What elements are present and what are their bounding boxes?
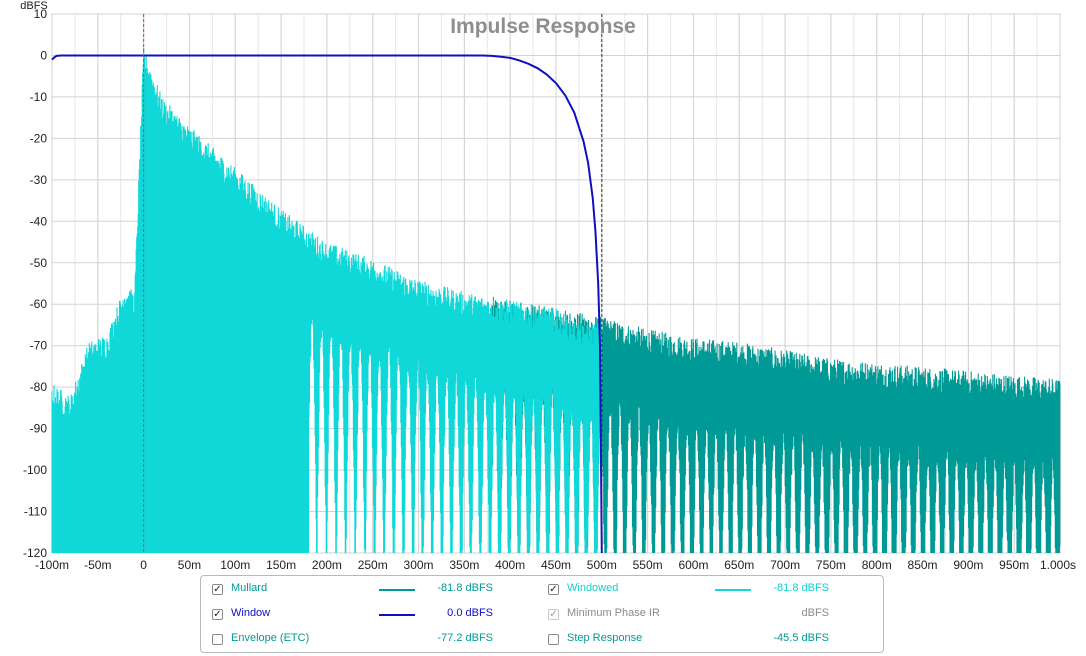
legend-value-step-response: -45.5 dBFS: [773, 632, 829, 644]
x-tick-label: 1.000s: [1040, 558, 1076, 572]
y-tick-label: -80: [30, 380, 48, 394]
legend-panel: ✓ Mullard -81.8 dBFS ✓ Window 0.0 dBFS E…: [200, 575, 884, 653]
legend-value-window: 0.0 dBFS: [447, 607, 493, 619]
y-tick-label: -100: [23, 463, 47, 477]
legend-label-step-response: Step Response: [567, 632, 643, 644]
x-tick-label: 500m: [587, 558, 617, 572]
checkbox-windowed[interactable]: ✓: [548, 584, 559, 595]
x-tick-label: 650m: [724, 558, 754, 572]
x-tick-label: 900m: [953, 558, 983, 572]
y-tick-label: -10: [30, 90, 48, 104]
y-tick-label: -60: [30, 297, 48, 311]
x-tick-label: 750m: [816, 558, 846, 572]
legend-value-envelope-etc: -77.2 dBFS: [437, 632, 493, 644]
chart-title: Impulse Response: [450, 15, 636, 38]
legend-value-windowed: -81.8 dBFS: [773, 582, 829, 594]
series-line-windowed: [51, 48, 602, 553]
legend-label-minimum-phase-ir: Minimum Phase IR: [567, 607, 660, 619]
x-tick-label: 350m: [449, 558, 479, 572]
x-tick-label: 700m: [770, 558, 800, 572]
x-tick-label: 800m: [862, 558, 892, 572]
series-window: [51, 54, 603, 554]
x-tick-label: 100m: [220, 558, 250, 572]
checkbox-minimum-phase-ir[interactable]: ✓: [548, 609, 559, 620]
legend-value-minimum-phase-ir: dBFS: [801, 607, 829, 619]
legend-label-mullard: Mullard: [231, 582, 268, 594]
legend-label-windowed: Windowed: [567, 582, 619, 594]
x-tick-label: 600m: [678, 558, 708, 572]
checkbox-mullard[interactable]: ✓: [212, 584, 223, 595]
x-tick-label: 450m: [541, 558, 571, 572]
legend-swatch-window: [379, 614, 415, 616]
checkbox-envelope-etc[interactable]: [212, 634, 223, 645]
x-tick-label: 250m: [358, 558, 388, 572]
y-tick-label: -50: [30, 256, 48, 270]
x-tick-label: 300m: [404, 558, 434, 572]
legend-swatch-mullard: [379, 589, 415, 591]
x-tick-label: 950m: [999, 558, 1029, 572]
y-axis-unit-label: dBFS: [20, 0, 48, 12]
y-tick-label: -30: [30, 173, 48, 187]
x-tick-label: 50m: [178, 558, 201, 572]
y-tick-label: -70: [30, 339, 48, 353]
y-tick-label: 0: [40, 48, 47, 62]
series-line-window: [51, 54, 603, 554]
legend-swatch-windowed: [715, 589, 751, 591]
y-tick-label: 10: [34, 7, 48, 21]
y-tick-label: -110: [24, 505, 47, 519]
x-tick-label: -50m: [84, 558, 111, 572]
impulse-response-chart[interactable]: 10 0 -10 -20 -30 -40 -50 -60 -70 -80 -90 -100 -110 -1…: [0, 0, 1086, 575]
x-tick-label: 0: [140, 558, 147, 572]
legend-label-window: Window: [231, 607, 271, 619]
y-tick-label: -120: [23, 546, 47, 560]
legend-label-envelope-etc: Envelope (ETC): [231, 632, 310, 644]
checkbox-window[interactable]: ✓: [212, 609, 223, 620]
x-tick-label: -100m: [35, 558, 69, 572]
x-tick-label: 550m: [633, 558, 663, 572]
legend-value-mullard: -81.8 dBFS: [437, 582, 493, 594]
series-windowed: [51, 48, 602, 553]
y-tick-label: -40: [30, 214, 48, 228]
y-tick-label: -20: [30, 131, 48, 145]
x-tick-label: 200m: [312, 558, 342, 572]
x-tick-label: 850m: [908, 558, 938, 572]
x-tick-label: 400m: [495, 558, 525, 572]
chart-axes: 10 0 -10 -20 -30 -40 -50 -60 -70 -80 -90 -100 -110 -1…: [23, 7, 1076, 572]
x-tick-label: 150m: [266, 558, 296, 572]
checkbox-step-response[interactable]: [548, 634, 559, 645]
y-tick-label: -90: [30, 422, 48, 436]
